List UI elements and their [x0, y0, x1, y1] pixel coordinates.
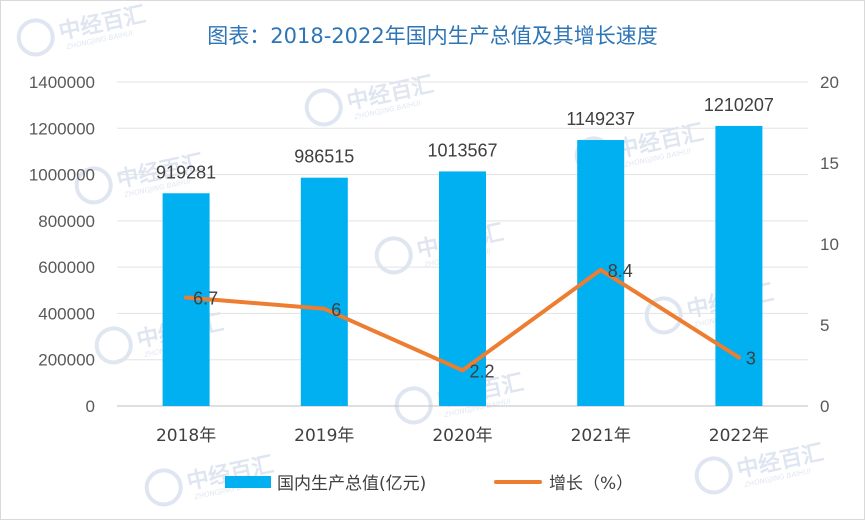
x-tick-label: 2019年 [294, 426, 354, 446]
y-left-tick-label: 600000 [38, 258, 95, 277]
bar-value-label: 1210207 [704, 95, 774, 115]
y-left-tick-label: 1000000 [29, 166, 95, 185]
line-value-label: 6.7 [193, 288, 218, 308]
watermark-seal-icon [394, 386, 433, 425]
x-tick-label: 2021年 [571, 426, 631, 446]
y-left-tick-label: 0 [86, 397, 95, 416]
bar-value-label: 986515 [294, 147, 354, 167]
bar [577, 140, 625, 406]
y-left-tick-label: 200000 [38, 351, 95, 370]
data-labels: 919281 986515 1013567 1149237 1210207 6.7 6 2.2… [156, 95, 774, 381]
bar-series [162, 125, 763, 406]
legend-bar-swatch [225, 476, 271, 488]
x-tick-label: 2020年 [432, 426, 492, 446]
watermark-seal-icon [16, 18, 55, 57]
y-right-tick-label: 0 [820, 397, 829, 416]
watermark-seal-icon [694, 456, 733, 495]
bar [439, 171, 486, 406]
bar-value-label: 1149237 [566, 109, 635, 129]
watermark-seal-icon [144, 468, 183, 507]
bar-value-label: 1013567 [427, 140, 497, 160]
x-tick-label: 2018年 [156, 426, 216, 446]
watermark-seal-icon [644, 296, 683, 335]
line-point [460, 368, 465, 373]
line-value-label: 2.2 [470, 361, 495, 381]
bar-value-label: 919281 [156, 162, 216, 182]
y-right-tick-label: 15 [820, 154, 839, 173]
y-right-tick-label: 20 [820, 73, 839, 92]
line-point [184, 295, 189, 300]
y-left-tick-label: 1400000 [29, 73, 95, 92]
x-tick-label: 2022年 [709, 426, 769, 446]
legend: 国内生产总值(亿元) 增长（%） [225, 474, 633, 494]
line-value-label: 6 [331, 300, 341, 320]
line-value-label: 8.4 [608, 261, 633, 281]
y-left-tick-label: 800000 [38, 212, 95, 231]
line-series [184, 267, 741, 373]
watermark-seal-icon [304, 88, 343, 127]
watermark-seal-icon [94, 326, 133, 365]
line-value-label: 3 [746, 348, 756, 368]
watermark-seal-icon [74, 166, 113, 205]
axes: 0 200000 400000 600000 800000 1000000 1200000 1… [29, 73, 839, 446]
watermark-seal-icon [374, 236, 413, 275]
legend-bar-label: 国内生产总值(亿元) [277, 474, 426, 494]
y-left-tick-label: 1200000 [29, 119, 95, 138]
line-point [322, 306, 327, 311]
y-right-tick-label: 10 [820, 235, 839, 254]
chart-title: 图表：2018-2022年国内生产总值及其增长速度 [207, 24, 658, 48]
line-point [598, 267, 603, 272]
line-point [736, 355, 741, 360]
y-left-tick-label: 400000 [38, 304, 95, 323]
legend-line-label: 增长（%） [549, 474, 633, 494]
bar [300, 177, 348, 406]
y-right-tick-label: 5 [820, 316, 829, 335]
